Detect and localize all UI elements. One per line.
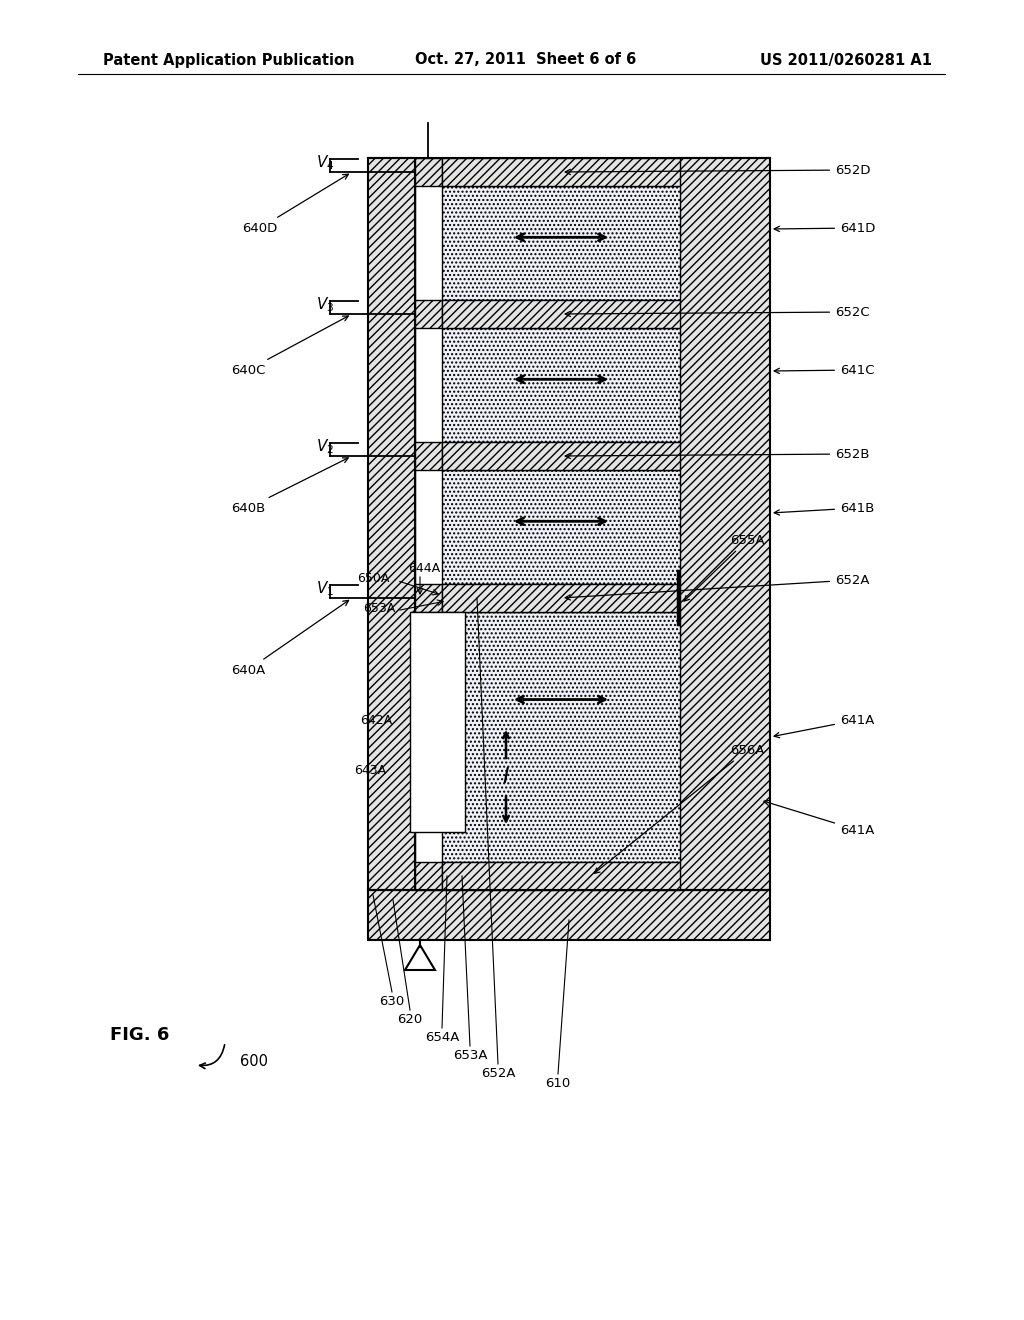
Bar	[415, 300, 442, 327]
Bar	[442, 300, 680, 327]
Text: FIG. 6: FIG. 6	[110, 1026, 169, 1044]
Bar	[442, 327, 680, 442]
Text: 641B: 641B	[774, 502, 874, 515]
Bar	[442, 470, 680, 583]
Text: 640A: 640A	[230, 601, 348, 676]
Text: 652A: 652A	[565, 573, 869, 601]
Bar	[442, 186, 680, 300]
Text: 653A: 653A	[362, 602, 395, 615]
Bar	[410, 612, 465, 832]
Text: 644A: 644A	[408, 562, 440, 576]
Bar	[415, 442, 442, 470]
Text: $V_2$: $V_2$	[316, 437, 334, 455]
Text: Patent Application Publication: Patent Application Publication	[103, 53, 354, 67]
Text: 642A: 642A	[360, 714, 392, 726]
Text: $V_4$: $V_4$	[315, 153, 334, 172]
Text: 640B: 640B	[230, 458, 348, 515]
Text: 656A: 656A	[594, 743, 764, 874]
Text: 652D: 652D	[565, 164, 870, 177]
Text: 652C: 652C	[565, 305, 869, 318]
Text: $V_3$: $V_3$	[315, 294, 334, 314]
Text: 655A: 655A	[684, 533, 765, 601]
Text: 630: 630	[379, 995, 404, 1008]
Bar	[680, 158, 770, 890]
Text: 641C: 641C	[774, 363, 874, 376]
Text: 653A: 653A	[453, 1049, 487, 1063]
Text: 650A: 650A	[357, 572, 390, 585]
Text: 652B: 652B	[565, 447, 869, 461]
Text: $V_1$: $V_1$	[316, 579, 334, 598]
Text: 641A: 641A	[764, 800, 874, 837]
Text: 643A: 643A	[354, 763, 386, 776]
Bar	[415, 583, 442, 612]
Text: 652A: 652A	[480, 1067, 515, 1080]
Bar	[415, 862, 442, 890]
Bar	[368, 890, 770, 940]
Text: 610: 610	[546, 1077, 570, 1090]
Text: 641A: 641A	[774, 714, 874, 738]
Text: 640D: 640D	[243, 174, 348, 235]
Bar	[442, 442, 680, 470]
Bar	[415, 158, 442, 186]
Text: 654A: 654A	[425, 1031, 459, 1044]
Bar	[442, 862, 680, 890]
Text: 620: 620	[397, 1012, 423, 1026]
Bar	[442, 612, 680, 862]
Bar	[442, 158, 680, 186]
Text: US 2011/0260281 A1: US 2011/0260281 A1	[760, 53, 932, 67]
Bar	[442, 583, 680, 612]
Text: $I$: $I$	[502, 767, 510, 787]
Text: 641D: 641D	[774, 222, 876, 235]
Bar	[368, 158, 415, 890]
Text: Oct. 27, 2011  Sheet 6 of 6: Oct. 27, 2011 Sheet 6 of 6	[415, 53, 636, 67]
Text: 640C: 640C	[230, 315, 348, 376]
Text: 600: 600	[240, 1055, 268, 1069]
